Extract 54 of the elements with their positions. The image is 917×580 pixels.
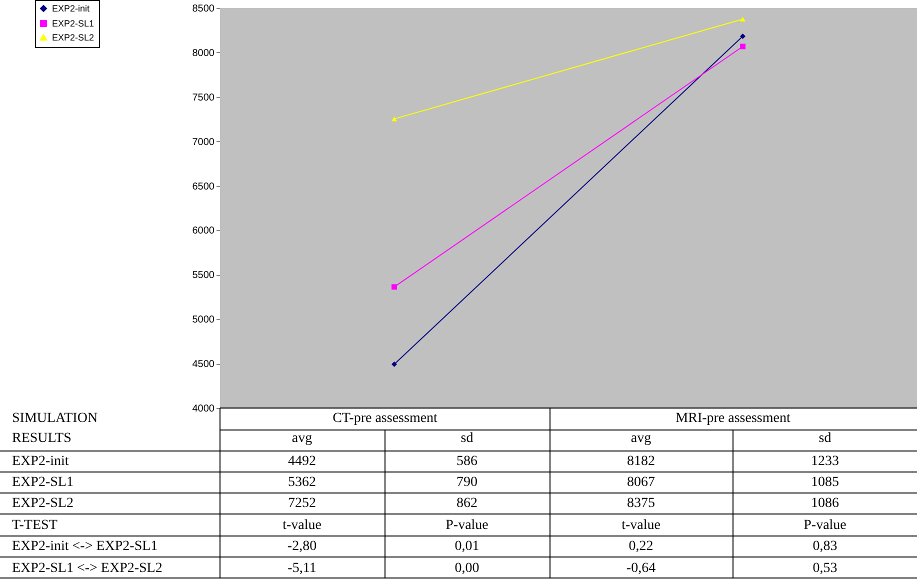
text: 790 bbox=[456, 475, 478, 490]
data-label: 8375 bbox=[627, 496, 655, 511]
legend-label: EXP2-SL2 bbox=[52, 32, 94, 42]
text: t-value bbox=[282, 518, 322, 533]
text: EXP2-SL1 bbox=[12, 475, 74, 490]
text: EXP2-SL1 <-> EXP2-SL2 bbox=[12, 561, 162, 576]
text: avg bbox=[292, 431, 312, 446]
text: -2,80 bbox=[287, 539, 317, 554]
point bbox=[392, 362, 397, 368]
text: P-value bbox=[446, 518, 488, 533]
data-label: 7252 bbox=[288, 496, 316, 511]
text: 0,01 bbox=[454, 539, 480, 554]
x-tick-label: MRI-pre assessment bbox=[676, 411, 790, 426]
text: SIMULATION RESULTS bbox=[12, 411, 98, 446]
y-tick-label: 4500 bbox=[192, 359, 215, 370]
text: 0,00 bbox=[454, 561, 480, 576]
text: -5,11 bbox=[288, 561, 316, 576]
data-label: 8182 bbox=[627, 454, 655, 469]
text: sd bbox=[460, 431, 474, 446]
text: 0,53 bbox=[812, 561, 838, 576]
text: EXP2-init bbox=[12, 454, 69, 469]
text: P-value bbox=[804, 518, 846, 533]
text: 862 bbox=[456, 496, 478, 511]
y-tick-label: 8000 bbox=[192, 48, 215, 59]
y-tick-label: 7500 bbox=[192, 92, 215, 104]
data-label: 5362 bbox=[288, 475, 316, 490]
legend-label: EXP2-SL1 bbox=[52, 18, 94, 28]
point bbox=[392, 284, 397, 290]
point bbox=[740, 44, 746, 50]
y-tick-label: 5000 bbox=[192, 314, 215, 326]
y-tick-label: 6500 bbox=[192, 181, 215, 192]
text: 586 bbox=[456, 454, 478, 469]
data-label: 8067 bbox=[627, 475, 655, 490]
text: EXP2-init <-> EXP2-SL1 bbox=[12, 539, 158, 554]
text: t-value bbox=[622, 518, 660, 533]
text: EXP2-SL2 bbox=[12, 496, 74, 511]
text: sd bbox=[818, 431, 832, 446]
text: 1233 bbox=[811, 454, 839, 469]
legend-label: EXP2-init bbox=[52, 4, 90, 14]
y-tick-label: 4000 bbox=[192, 404, 215, 414]
y-tick-label: 7000 bbox=[192, 136, 215, 148]
text: 0,22 bbox=[628, 539, 654, 554]
text: 1085 bbox=[811, 475, 839, 490]
y-tick-label: 6000 bbox=[192, 226, 215, 237]
x-tick-label: CT-pre assessment bbox=[332, 411, 438, 426]
text: 0,83 bbox=[812, 539, 838, 554]
y-tick-label: 8500 bbox=[192, 4, 215, 14]
text: 1086 bbox=[811, 496, 839, 511]
text: -0,64 bbox=[626, 561, 656, 576]
data-label: 4492 bbox=[288, 454, 316, 469]
point bbox=[740, 34, 746, 40]
text: avg bbox=[630, 431, 652, 446]
y-tick-label: 5500 bbox=[192, 270, 215, 282]
text: T-TEST bbox=[12, 518, 58, 533]
